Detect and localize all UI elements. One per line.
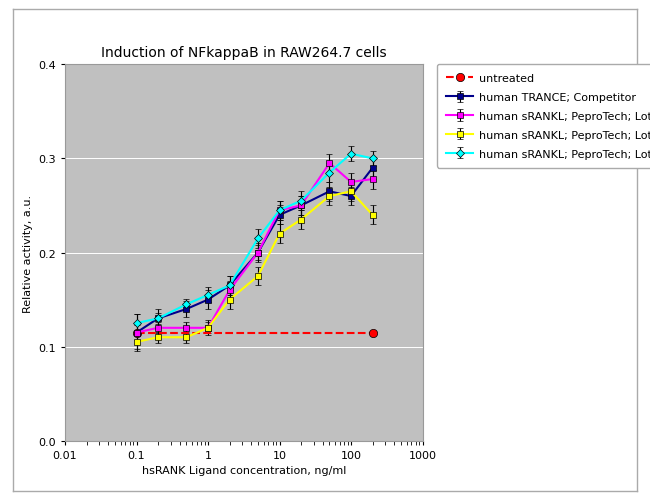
X-axis label: hsRANK Ligand concentration, ng/ml: hsRANK Ligand concentration, ng/ml xyxy=(142,465,346,475)
Line: untreated: untreated xyxy=(133,329,377,337)
Legend: untreated, human TRANCE; Competitor, human sRANKL; PeproTech; Lot#1, human sRANK: untreated, human TRANCE; Competitor, hum… xyxy=(437,65,650,168)
Title: Induction of NFkappaB in RAW264.7 cells: Induction of NFkappaB in RAW264.7 cells xyxy=(101,46,387,60)
Y-axis label: Relative activity, a.u.: Relative activity, a.u. xyxy=(23,194,32,312)
untreated xyxy=(133,330,140,336)
untreated xyxy=(369,330,376,336)
